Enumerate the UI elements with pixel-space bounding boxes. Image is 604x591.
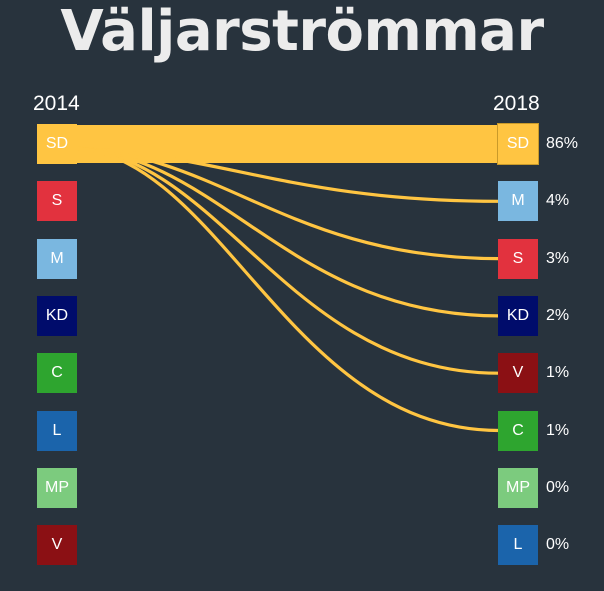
party-box-left-sd: SD	[37, 124, 77, 164]
year-label-right: 2018	[493, 92, 540, 115]
party-box-right-c: C	[498, 411, 538, 451]
party-box-left-mp: MP	[37, 468, 77, 508]
party-box-right-mp: MP	[498, 468, 538, 508]
percent-label-kd: 2%	[546, 307, 570, 324]
party-box-right-kd: KD	[498, 296, 538, 336]
party-box-left-l: L	[37, 411, 77, 451]
flow-sd-to-s	[70, 146, 500, 261]
year-label-left: 2014	[33, 92, 80, 115]
party-box-right-sd: SD	[497, 123, 539, 165]
party-box-left-c: C	[37, 353, 77, 393]
percent-label-l: 0%	[546, 536, 570, 553]
percent-label-sd: 86%	[546, 135, 579, 152]
flow-sd-to-v	[70, 146, 500, 375]
percent-label-mp: 0%	[546, 479, 570, 496]
percent-label-s: 3%	[546, 250, 570, 267]
party-box-right-m: M	[498, 181, 538, 221]
party-box-right-l: L	[498, 525, 538, 565]
party-box-left-v: V	[37, 525, 77, 565]
party-box-left-s: S	[37, 181, 77, 221]
flow-sd-to-sd	[75, 125, 500, 163]
percent-label-c: 1%	[546, 422, 570, 439]
percent-label-m: 4%	[546, 192, 570, 209]
party-box-right-s: S	[498, 239, 538, 279]
flow-sd-to-m	[70, 146, 500, 203]
flow-sd-to-kd	[70, 146, 500, 318]
party-box-left-m: M	[37, 239, 77, 279]
percent-label-v: 1%	[546, 364, 570, 381]
party-box-right-v: V	[498, 353, 538, 393]
flow-sd-to-c	[70, 146, 500, 433]
chart-title: Väljarströmmar	[60, 0, 544, 64]
party-box-left-kd: KD	[37, 296, 77, 336]
